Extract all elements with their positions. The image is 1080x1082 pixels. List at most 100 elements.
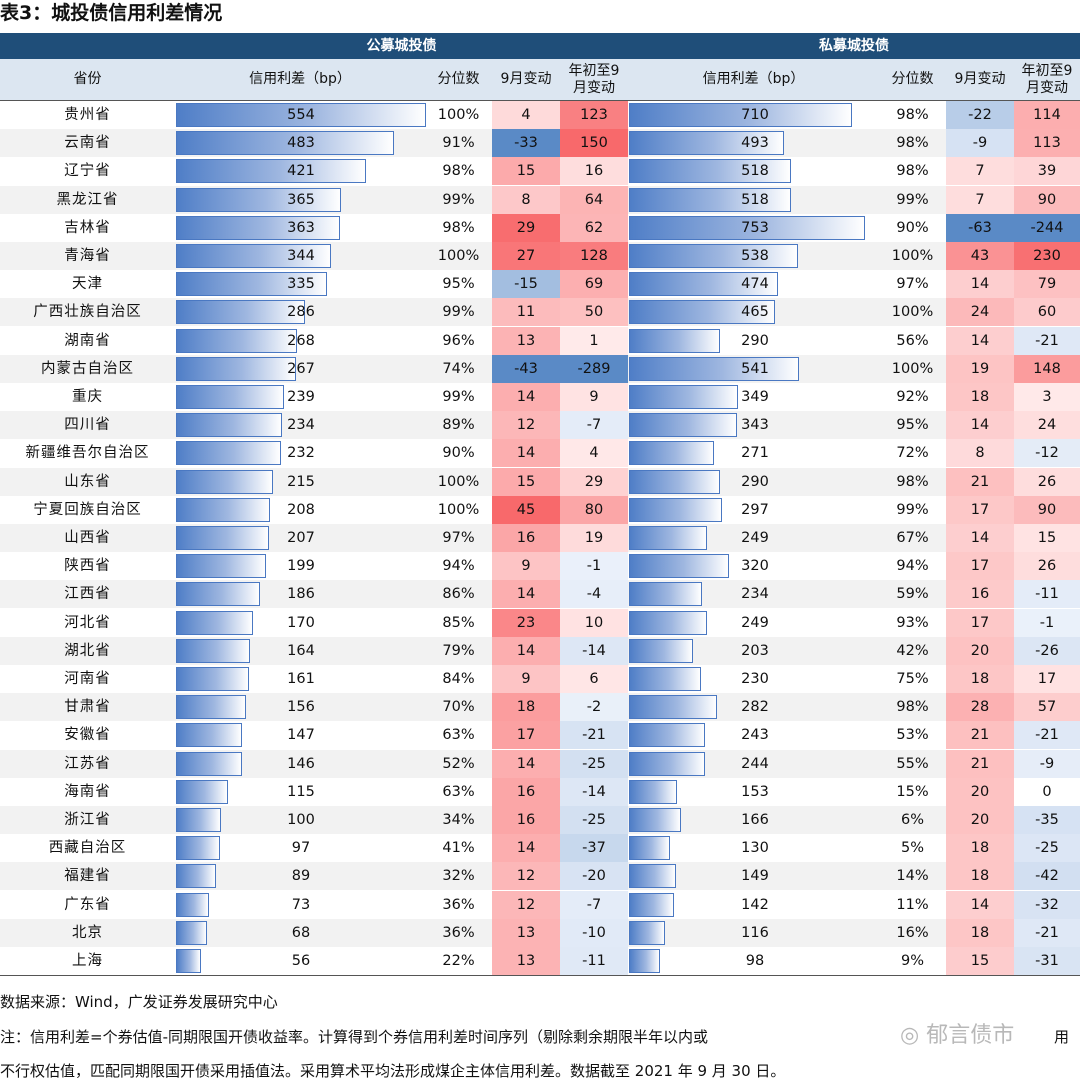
table-row: 西藏自治区 97 41% 14 -37 130 5% 18 -25	[0, 834, 1080, 863]
public-percentile-cell: 96%	[442, 332, 475, 349]
public-spread-value: 73	[291, 896, 311, 913]
private-spread-bar	[629, 554, 729, 579]
public-spread-bar	[176, 864, 216, 889]
public-percentile-cell: 90%	[442, 445, 475, 462]
private-spread-bar	[629, 497, 722, 522]
private-spread-value: 518	[741, 163, 769, 180]
private-spread-bar	[629, 638, 693, 663]
public-ytd-change-cell: -37	[560, 834, 628, 863]
private-spread-value: 710	[741, 107, 769, 123]
public-spread-bar	[176, 920, 207, 945]
province-cell: 宁夏回族自治区	[33, 501, 142, 518]
province-cell: 海南省	[64, 783, 111, 800]
province-cell: 四川省	[64, 417, 111, 434]
province-cell: 湖北省	[64, 642, 111, 659]
table-row: 宁夏回族自治区 208 100% 45 80 297 99% 17 90	[0, 495, 1080, 524]
public-ytd-change-cell: -289	[560, 354, 628, 383]
private-percentile-cell: 93%	[896, 614, 929, 631]
private-ytd-change-cell: 90	[1014, 185, 1080, 214]
private-sep-change-cell: 7	[946, 185, 1014, 214]
footer-note-line1-tail: 用	[1054, 1028, 1070, 1046]
private-sep-change-cell: 14	[946, 524, 1014, 552]
private-spread-value: 149	[741, 868, 769, 885]
table-row: 陕西省 199 94% 9 -1 320 94% 17 26	[0, 552, 1080, 581]
public-spread-bar	[176, 215, 340, 240]
private-ytd-change-cell: 24	[1014, 411, 1080, 440]
province-cell: 福建省	[64, 868, 111, 885]
public-sep-change-cell: 9	[492, 665, 560, 693]
private-spread-value: 290	[741, 332, 769, 349]
public-sep-change-cell: 16	[492, 524, 560, 552]
private-sep-change-cell: 18	[946, 383, 1014, 411]
footer-note-line1: 注：信用利差=个券估值-同期限国开债收益率。计算得到个券信用利差时间序列（剔除剩…	[0, 1028, 708, 1046]
private-sep-change-cell: 20	[946, 636, 1014, 665]
private-ytd-change-cell: -9	[1014, 749, 1080, 778]
private-sep-change-cell: 17	[946, 495, 1014, 524]
public-spread-value: 286	[287, 304, 315, 321]
private-percentile-cell: 92%	[896, 389, 929, 405]
public-sep-change-cell: 11	[492, 298, 560, 327]
public-spread-value: 147	[287, 727, 315, 744]
province-cell: 山东省	[64, 473, 111, 490]
table-row: 江苏省 146 52% 14 -25 244 55% 21 -9	[0, 749, 1080, 778]
private-sep-change-cell: 14	[946, 270, 1014, 299]
private-spread-value: 320	[741, 558, 769, 575]
public-sep-change-cell: 27	[492, 242, 560, 270]
header-private-percentile: 分位数	[891, 71, 934, 87]
private-ytd-change-cell: -21	[1014, 918, 1080, 947]
public-sep-change-cell: 16	[492, 777, 560, 806]
private-ytd-change-cell: -35	[1014, 806, 1080, 834]
public-sep-change-cell: 23	[492, 608, 560, 637]
public-ytd-change-cell: 16	[560, 157, 628, 186]
group-header-public: 公募城投债	[366, 38, 437, 54]
public-spread-bar	[176, 526, 269, 550]
private-spread-bar	[629, 328, 720, 353]
header-private-ytd-change: 年初至9 月变动	[1021, 62, 1073, 96]
public-ytd-change-cell: 9	[560, 383, 628, 411]
public-spread-value: 100	[287, 812, 315, 828]
private-spread-bar	[629, 667, 701, 691]
private-spread-bar	[629, 244, 798, 268]
private-ytd-change-cell: 57	[1014, 693, 1080, 722]
province-cell: 西藏自治区	[48, 840, 127, 857]
private-percentile-cell: 75%	[896, 671, 929, 687]
private-spread-value: 130	[741, 840, 769, 857]
public-percentile-cell: 100%	[437, 107, 480, 123]
private-sep-change-cell: 20	[946, 777, 1014, 806]
private-spread-value: 282	[741, 699, 769, 716]
table-row: 新疆维吾尔自治区 232 90% 14 4 271 72% 8 -12	[0, 439, 1080, 468]
header-public-ytd-change: 年初至9 月变动	[568, 62, 620, 96]
public-spread-value: 344	[287, 248, 315, 264]
province-cell: 甘肃省	[64, 699, 111, 716]
public-spread-value: 97	[291, 840, 311, 857]
public-spread-value: 115	[287, 783, 315, 800]
public-percentile-cell: 98%	[442, 219, 475, 236]
table-row: 河北省 170 85% 23 10 249 93% 17 -1	[0, 608, 1080, 637]
private-percentile-cell: 6%	[900, 812, 924, 828]
private-ytd-change-cell: 3	[1014, 383, 1080, 411]
public-sep-change-cell: 8	[492, 185, 560, 214]
public-spread-bar	[176, 779, 228, 804]
private-percentile-cell: 59%	[896, 586, 929, 603]
public-ytd-change-cell: 64	[560, 185, 628, 214]
private-percentile-cell: 56%	[896, 332, 929, 349]
private-spread-value: 116	[741, 924, 769, 941]
public-ytd-change-cell: 10	[560, 608, 628, 637]
public-spread-bar	[176, 187, 341, 212]
public-ytd-change-cell: -14	[560, 777, 628, 806]
private-sep-change-cell: 18	[946, 918, 1014, 947]
public-ytd-change-cell: -7	[560, 411, 628, 440]
header-public-percentile: 分位数	[437, 71, 480, 87]
public-spread-bar	[176, 244, 331, 268]
private-ytd-change-cell: 26	[1014, 467, 1080, 496]
private-spread-bar	[629, 808, 681, 832]
private-spread-bar	[629, 272, 778, 297]
public-ytd-change-cell: -25	[560, 806, 628, 834]
public-sep-change-cell: 14	[492, 636, 560, 665]
public-spread-value: 268	[287, 332, 315, 349]
public-spread-bar	[176, 356, 296, 381]
private-percentile-cell: 98%	[896, 107, 929, 123]
public-spread-value: 365	[287, 191, 315, 208]
public-sep-change-cell: -43	[492, 354, 560, 383]
province-cell: 上海	[72, 953, 103, 969]
